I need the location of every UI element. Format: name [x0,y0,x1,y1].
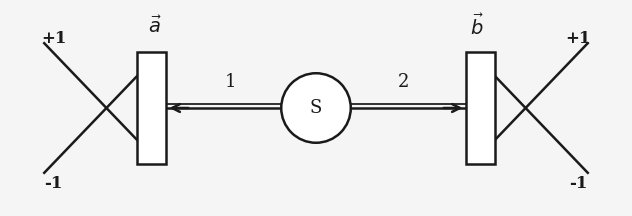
Text: -1: -1 [44,175,63,192]
Text: +1: +1 [41,30,66,47]
Text: S: S [310,99,322,117]
Text: $\vec{b}$: $\vec{b}$ [470,13,484,38]
Ellipse shape [281,73,351,143]
Text: 2: 2 [398,73,409,91]
Text: -1: -1 [569,175,588,192]
Bar [138,52,166,164]
Text: $\vec{a}$: $\vec{a}$ [148,15,162,37]
Text: 1: 1 [225,73,236,91]
Text: +1: +1 [566,30,591,47]
Bar [466,52,495,164]
